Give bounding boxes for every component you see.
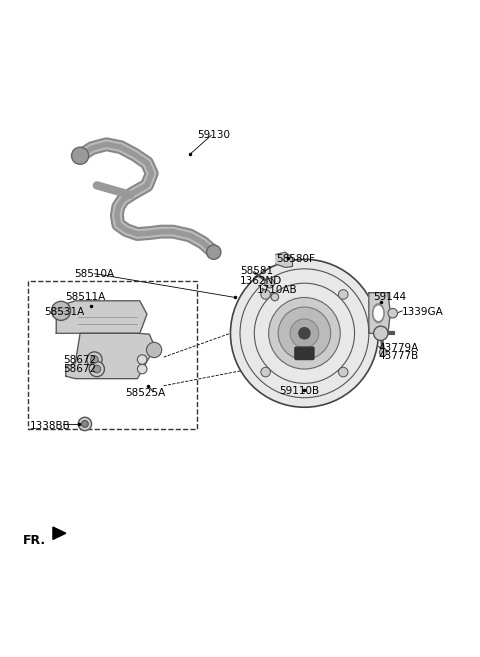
Circle shape (91, 355, 98, 363)
FancyBboxPatch shape (295, 347, 314, 359)
Ellipse shape (374, 306, 383, 321)
Circle shape (137, 364, 147, 374)
Text: 58672: 58672 (63, 355, 96, 365)
Circle shape (93, 365, 101, 373)
Circle shape (299, 328, 310, 339)
Bar (28, 281, 197, 429)
Circle shape (87, 352, 102, 367)
Circle shape (261, 367, 270, 377)
Text: 58525A: 58525A (125, 388, 166, 398)
Text: FR.: FR. (23, 534, 46, 547)
Text: 59144: 59144 (373, 292, 407, 302)
Text: 58672: 58672 (63, 364, 96, 374)
Ellipse shape (372, 304, 384, 323)
Circle shape (388, 308, 397, 318)
Polygon shape (276, 252, 292, 267)
Circle shape (146, 342, 162, 357)
Circle shape (338, 367, 348, 377)
Text: 43779A: 43779A (378, 342, 419, 353)
Circle shape (265, 279, 275, 288)
Text: 43777B: 43777B (378, 351, 419, 361)
Text: 58580F: 58580F (276, 254, 315, 264)
Circle shape (261, 290, 270, 299)
Circle shape (206, 245, 221, 260)
Text: 58511A: 58511A (65, 292, 105, 302)
Text: 58510A: 58510A (74, 269, 115, 279)
Circle shape (230, 260, 378, 407)
Text: 59110B: 59110B (279, 386, 320, 396)
Circle shape (89, 361, 105, 376)
Text: 1710AB: 1710AB (257, 285, 297, 296)
Circle shape (379, 349, 387, 356)
Text: 1339GA: 1339GA (402, 307, 444, 317)
Circle shape (78, 417, 92, 430)
Text: 58531A: 58531A (44, 307, 84, 317)
Circle shape (338, 290, 348, 299)
Polygon shape (369, 293, 390, 333)
Text: 1338BB: 1338BB (30, 421, 71, 432)
Circle shape (271, 293, 279, 301)
Circle shape (269, 298, 340, 369)
Text: 59130: 59130 (197, 130, 230, 140)
Circle shape (373, 326, 388, 340)
Polygon shape (66, 333, 154, 378)
Text: 1362ND: 1362ND (240, 276, 282, 286)
Circle shape (82, 420, 88, 427)
Circle shape (137, 355, 147, 364)
Circle shape (51, 302, 71, 321)
Text: 58581: 58581 (240, 266, 273, 276)
Polygon shape (56, 301, 147, 333)
Circle shape (72, 147, 89, 164)
Polygon shape (53, 527, 66, 539)
Circle shape (278, 307, 331, 359)
Circle shape (290, 319, 319, 348)
